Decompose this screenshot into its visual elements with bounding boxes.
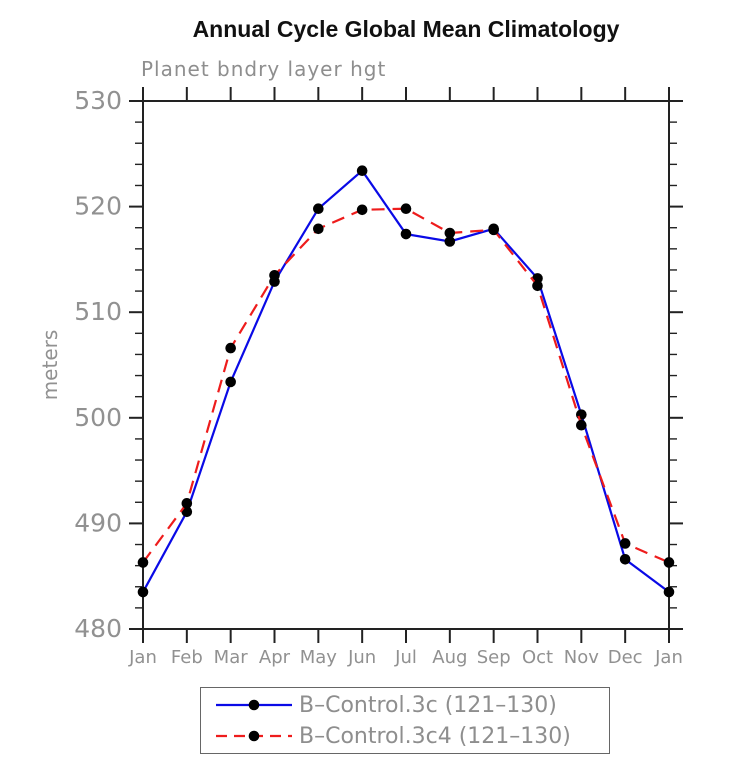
y-axis-label: meters: [38, 330, 62, 401]
x-tick-label: May: [300, 647, 338, 668]
plot-frame: [142, 100, 670, 630]
x-tick-label: Jun: [347, 647, 376, 668]
legend-label: B–Control.3c4 (121–130): [299, 723, 571, 749]
x-tick-label: Apr: [259, 647, 291, 668]
legend-label: B–Control.3c (121–130): [299, 692, 557, 718]
data-point: [313, 203, 324, 215]
data-point: [619, 554, 631, 565]
x-tick-label: Jan: [654, 647, 683, 668]
data-point: [356, 204, 368, 216]
data-point: [137, 586, 149, 598]
x-tick-label: Jul: [394, 647, 417, 668]
data-point: [488, 224, 499, 236]
x-tick-label: Oct: [522, 647, 553, 668]
legend-entry: B–Control.3c4 (121–130): [214, 722, 609, 750]
legend-line-sample: [216, 730, 292, 742]
legend-marker-icon: [248, 699, 260, 711]
data-point: [181, 498, 193, 509]
x-tick-label: Feb: [171, 647, 203, 668]
y-tick-label: 490: [74, 508, 122, 537]
y-tick-label: 500: [74, 403, 122, 432]
y-tick-label: 520: [74, 192, 122, 221]
data-point: [137, 557, 149, 568]
legend-entry: B–Control.3c (121–130): [214, 691, 609, 719]
data-point: [181, 506, 193, 518]
data-point: [532, 280, 543, 292]
series-line-1: [142, 207, 670, 564]
y-tick-label: 530: [74, 86, 122, 115]
legend: B–Control.3c (121–130) B–Control.3c4 (121…: [200, 687, 610, 754]
data-point: [444, 227, 456, 239]
legend-line-sample: [216, 699, 292, 711]
x-tick-label: Jan: [128, 647, 157, 668]
data-point: [400, 228, 412, 240]
data-point: [663, 557, 675, 568]
data-point: [356, 165, 368, 176]
legend-marker-icon: [248, 730, 260, 742]
data-point: [576, 409, 587, 420]
x-tick-label: Nov: [564, 647, 599, 668]
data-point: [225, 376, 236, 388]
data-point: [576, 419, 587, 431]
chart-title: Annual Cycle Global Mean Climatology: [192, 16, 620, 42]
x-tick-label: Dec: [608, 647, 643, 668]
data-point: [400, 203, 412, 215]
data-point: [225, 342, 236, 354]
x-tick-label: Sep: [477, 647, 511, 668]
data-point: [663, 586, 675, 598]
data-point: [313, 223, 324, 235]
x-tick-label: Mar: [214, 647, 249, 668]
chart-subtitle: Planet bndry layer hgt: [141, 57, 387, 81]
data-point: [619, 538, 631, 549]
y-tick-label: 480: [74, 614, 122, 643]
y-tick-label: 510: [74, 297, 122, 326]
data-point: [444, 236, 456, 247]
x-tick-label: Aug: [432, 647, 467, 668]
data-point: [269, 269, 280, 281]
